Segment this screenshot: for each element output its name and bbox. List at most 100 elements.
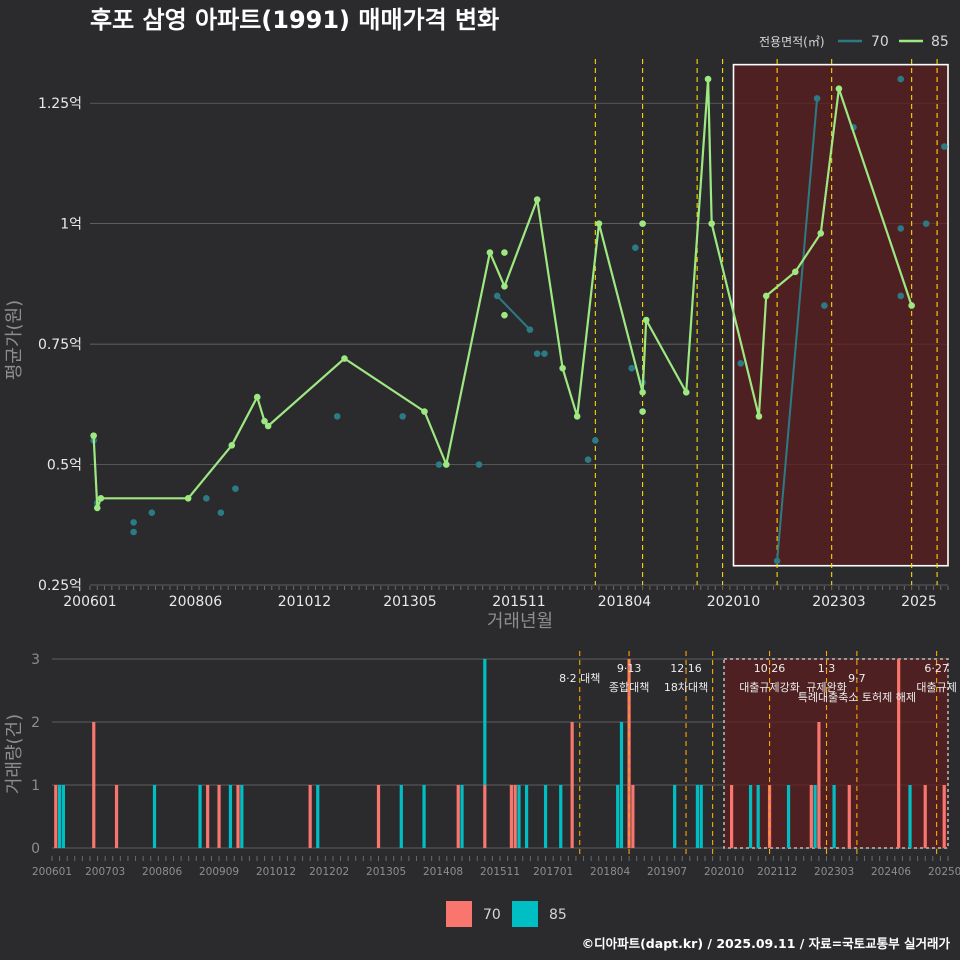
series-85-point xyxy=(762,292,770,300)
volume-x-tick-label: 202112 xyxy=(757,866,797,878)
volume-bar-70 xyxy=(897,659,901,848)
volume-bar-70 xyxy=(513,785,517,848)
series-85-point xyxy=(501,311,508,319)
volume-bar-70 xyxy=(217,785,221,848)
volume-x-tick-label: 201511 xyxy=(480,866,520,878)
volume-y-tick-label: 3 xyxy=(31,652,40,668)
volume-bar-85 xyxy=(699,785,703,848)
price-x-tick-label: 201511 xyxy=(492,594,545,610)
legend-label-70: 70 xyxy=(871,34,889,50)
volume-bar-85 xyxy=(399,785,403,848)
series-70-point xyxy=(435,461,443,468)
volume-bar-70 xyxy=(817,722,821,848)
price-x-tick-label: 201804 xyxy=(598,594,652,610)
series-70-point xyxy=(897,75,905,83)
legend-swatch-bar-85 xyxy=(512,901,538,927)
volume-x-tick-label: 201408 xyxy=(423,866,463,878)
series-70-point xyxy=(526,326,534,333)
series-70-point xyxy=(632,244,639,252)
series-85-line xyxy=(92,78,913,509)
series-85-point xyxy=(642,316,650,324)
series-85-point xyxy=(501,282,508,290)
series-85-point xyxy=(261,417,268,425)
price-x-tick-label: 201305 xyxy=(383,594,436,610)
series-85-point xyxy=(639,408,646,415)
volume-y-tick-label: 2 xyxy=(31,715,40,731)
series-85-point xyxy=(97,494,105,502)
volume-x-tick-label: 202010 xyxy=(704,866,744,878)
volume-bar-70 xyxy=(923,785,927,848)
volume-bar-70 xyxy=(847,785,851,848)
series-70-point xyxy=(217,509,225,517)
volume-x-tick-label: 200703 xyxy=(85,866,125,878)
series-70-point xyxy=(813,95,821,102)
volume-bar-70 xyxy=(631,785,635,848)
series-85-point xyxy=(253,393,261,401)
series-70-point xyxy=(592,437,599,444)
price-x-tick-label: 200806 xyxy=(169,594,223,610)
volume-x-tick-label: 202406 xyxy=(871,866,911,878)
series-70-point xyxy=(628,364,636,372)
volume-bar-70 xyxy=(54,785,58,848)
price-y-tick-label: 0.5억 xyxy=(47,458,82,474)
series-85-point xyxy=(90,432,97,439)
volume-x-tick-label: 200806 xyxy=(142,866,182,878)
volume-bar-85 xyxy=(228,785,233,848)
volume-bar-70 xyxy=(509,785,513,848)
series-85-point xyxy=(908,302,915,309)
price-panel: 0.25억 0.5억 0.75억 1억 1.25억 200601 200806 201012 2… xyxy=(38,59,949,610)
volume-bar-85 xyxy=(460,785,464,848)
price-y-tick-label: 0.25억 xyxy=(38,578,82,594)
series-70-point xyxy=(941,143,948,150)
series-85-point xyxy=(264,422,272,430)
series-70-point xyxy=(584,456,592,464)
price-legend: 전용면적(㎡) 70 85 xyxy=(759,34,949,50)
series-85-point xyxy=(341,355,348,362)
series-85-point xyxy=(501,249,508,256)
volume-x-tick-label: 202509 xyxy=(928,866,960,878)
volume-bar-85 xyxy=(616,785,620,848)
series-70-point xyxy=(897,225,905,232)
series-85-point xyxy=(184,494,192,502)
series-85-point xyxy=(559,364,566,372)
series-85-point xyxy=(755,413,763,420)
source-footer: ©디아파트(dapt.kr) / 2025.09.11 / 자료=국토교통부 실… xyxy=(582,936,951,951)
series-85-point xyxy=(708,220,715,227)
series-85-point xyxy=(835,85,843,93)
volume-bar-70 xyxy=(308,785,312,848)
volume-bar-85 xyxy=(786,785,791,848)
volume-bar-85 xyxy=(517,785,521,848)
series-85-point xyxy=(704,75,712,83)
series-85-point xyxy=(817,229,825,237)
series-70-point xyxy=(333,413,341,420)
policy-label: 특례대출축소 토허제 해제 xyxy=(798,690,916,704)
price-x-tick-label: 202010 xyxy=(707,594,760,610)
price-x-tick-label: 202303 xyxy=(812,594,865,610)
policy-label: 6·27 xyxy=(924,662,949,675)
volume-bar-85 xyxy=(57,785,62,848)
series-70-point xyxy=(203,494,210,502)
policy-label: 9·7 xyxy=(848,672,866,685)
volume-bar-85 xyxy=(756,785,760,848)
volume-x-tick-label: 201202 xyxy=(309,866,349,878)
series-85-point xyxy=(533,196,541,203)
series-85-point xyxy=(442,461,450,468)
policy-label: 규제완화 xyxy=(806,681,846,694)
price-y-axis-title: 평균가(원) xyxy=(4,300,25,380)
series-85-point xyxy=(639,220,646,227)
legend-title: 전용면적(㎡) xyxy=(759,35,825,49)
volume-bar-85 xyxy=(543,785,548,848)
volume-bar-85 xyxy=(198,785,202,848)
volume-y-tick-label: 1 xyxy=(31,778,40,794)
volume-bar-85 xyxy=(316,785,320,848)
series-70-point xyxy=(533,350,541,358)
policy-label: 대출규제 xyxy=(916,681,956,694)
volume-bar-70 xyxy=(483,785,487,848)
price-y-tick-label: 0.75억 xyxy=(38,337,82,353)
series-70-point xyxy=(897,292,905,300)
series-85-point xyxy=(573,413,581,420)
volume-bar-85 xyxy=(61,785,65,848)
policy-label: 대출규제강화 xyxy=(739,681,800,694)
volume-bar-85 xyxy=(240,785,244,848)
policy-label: 8·2 대책 xyxy=(559,672,600,685)
